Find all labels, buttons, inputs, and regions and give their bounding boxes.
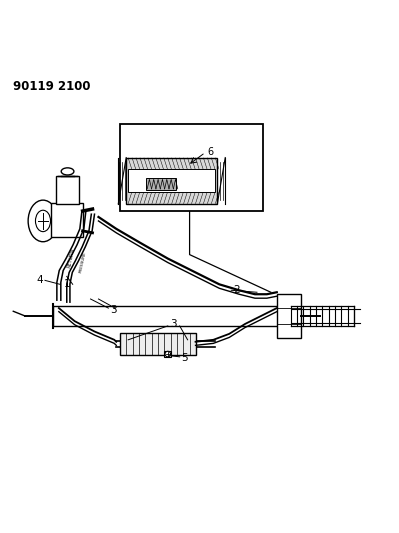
Bar xyxy=(128,169,215,192)
Text: 3: 3 xyxy=(111,305,117,315)
Ellipse shape xyxy=(61,168,74,175)
Bar xyxy=(146,178,176,190)
Text: 4: 4 xyxy=(36,276,43,285)
Text: 2: 2 xyxy=(233,285,240,295)
Text: PRESSURE: PRESSURE xyxy=(78,251,87,273)
Bar xyxy=(120,333,196,355)
Bar xyxy=(164,351,171,357)
Bar xyxy=(120,124,263,211)
Bar xyxy=(56,176,79,204)
Bar xyxy=(51,203,83,237)
Ellipse shape xyxy=(28,200,58,242)
Text: RETURN: RETURN xyxy=(66,247,75,268)
Bar xyxy=(126,158,217,204)
Ellipse shape xyxy=(36,210,51,232)
Text: 1: 1 xyxy=(64,279,71,289)
Text: 90119 2100: 90119 2100 xyxy=(13,80,91,93)
Text: 5: 5 xyxy=(182,353,188,364)
Circle shape xyxy=(165,351,171,357)
Text: 6: 6 xyxy=(207,148,213,157)
Bar xyxy=(277,294,300,338)
Text: 3: 3 xyxy=(170,319,177,329)
Bar xyxy=(53,306,290,326)
